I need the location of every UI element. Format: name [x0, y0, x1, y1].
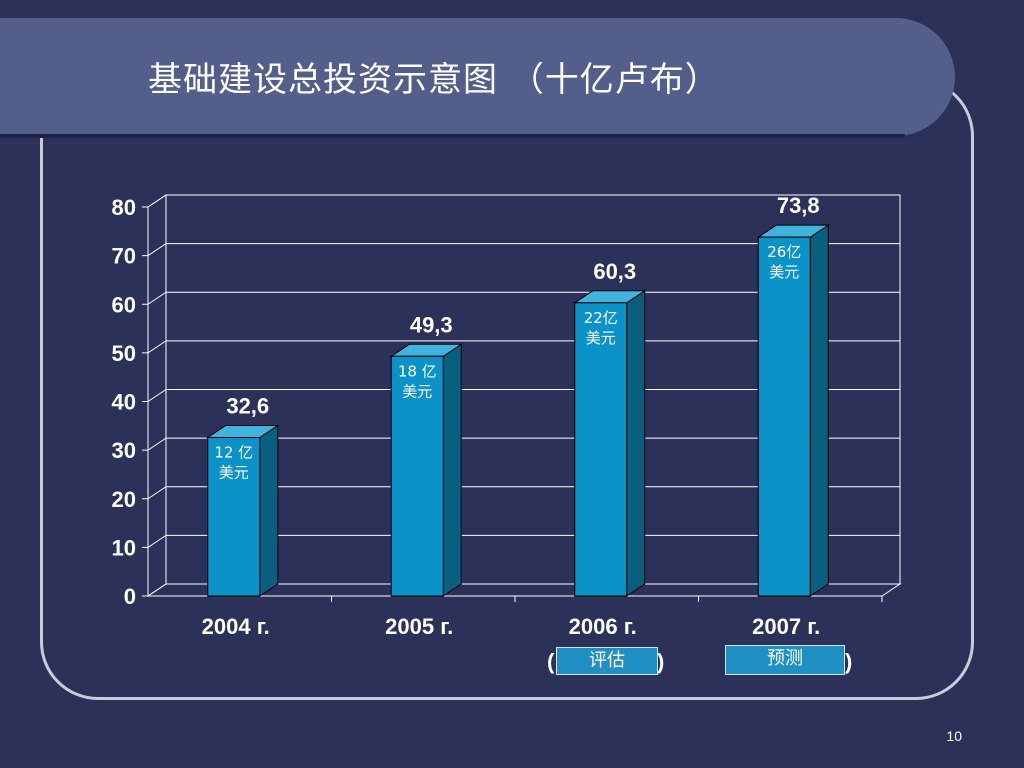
bar-annotation-line2: 美元 [586, 329, 616, 347]
bar [390, 355, 444, 597]
title-bar [0, 18, 955, 136]
title-divider [0, 134, 905, 138]
bar-side [442, 343, 462, 597]
bar-side [809, 224, 829, 597]
y-tick-label: 10 [112, 535, 136, 560]
y-tick-label: 80 [112, 195, 136, 220]
gridline-depth [147, 486, 167, 500]
forecast-label: 预测 [725, 645, 845, 675]
slide-title: 基础建设总投资示意图 （十亿卢布） [148, 60, 720, 100]
y-tick-label: 50 [112, 341, 136, 366]
data-label: 32,6 [226, 393, 269, 418]
y-tick-label: 30 [112, 438, 136, 463]
y-tick-label: 40 [112, 390, 136, 415]
gridline-depth [147, 194, 167, 208]
bar [574, 302, 628, 597]
gridline-depth [147, 389, 167, 402]
x-tick-label: 2005 г. [385, 614, 453, 639]
bar-annotation-line1: 26亿 [767, 243, 801, 261]
x-tick-label: 2007 г. [752, 614, 820, 639]
data-label: 49,3 [410, 312, 453, 337]
close-paren-2007: ) [845, 649, 853, 674]
bar-annotation-line2: 美元 [769, 263, 799, 281]
page-number: 10 [946, 728, 962, 744]
bar-side [626, 289, 646, 597]
estimate-label: 评估 [556, 647, 658, 675]
gridline-depth [147, 437, 167, 451]
bar-annotation-line2: 美元 [402, 382, 432, 400]
y-tick-label: 70 [112, 244, 136, 269]
data-label: 60,3 [593, 259, 636, 284]
y-tick-label: 20 [112, 487, 136, 512]
bar [207, 436, 261, 597]
bar-side [259, 424, 279, 597]
gridline-depth [147, 243, 167, 257]
bar [757, 236, 811, 597]
gridline-depth [147, 534, 167, 548]
close-paren-2006: ) [657, 649, 665, 674]
bar-annotation-line1: 18 亿 [398, 362, 437, 380]
x-tick-label: 2004 г. [202, 614, 270, 639]
y-tick-label: 0 [124, 584, 136, 609]
gridline-depth [147, 340, 167, 354]
gridline-depth [147, 291, 167, 305]
bar-annotation-line1: 22亿 [584, 309, 618, 327]
bar-annotation-line1: 12 亿 [214, 443, 253, 461]
x-tick-label: 2006 г. [569, 614, 637, 639]
open-paren-2006: ( [547, 649, 555, 674]
bar-annotation-line2: 美元 [219, 463, 249, 481]
data-label: 73,8 [777, 193, 820, 218]
y-tick-label: 60 [112, 292, 136, 317]
